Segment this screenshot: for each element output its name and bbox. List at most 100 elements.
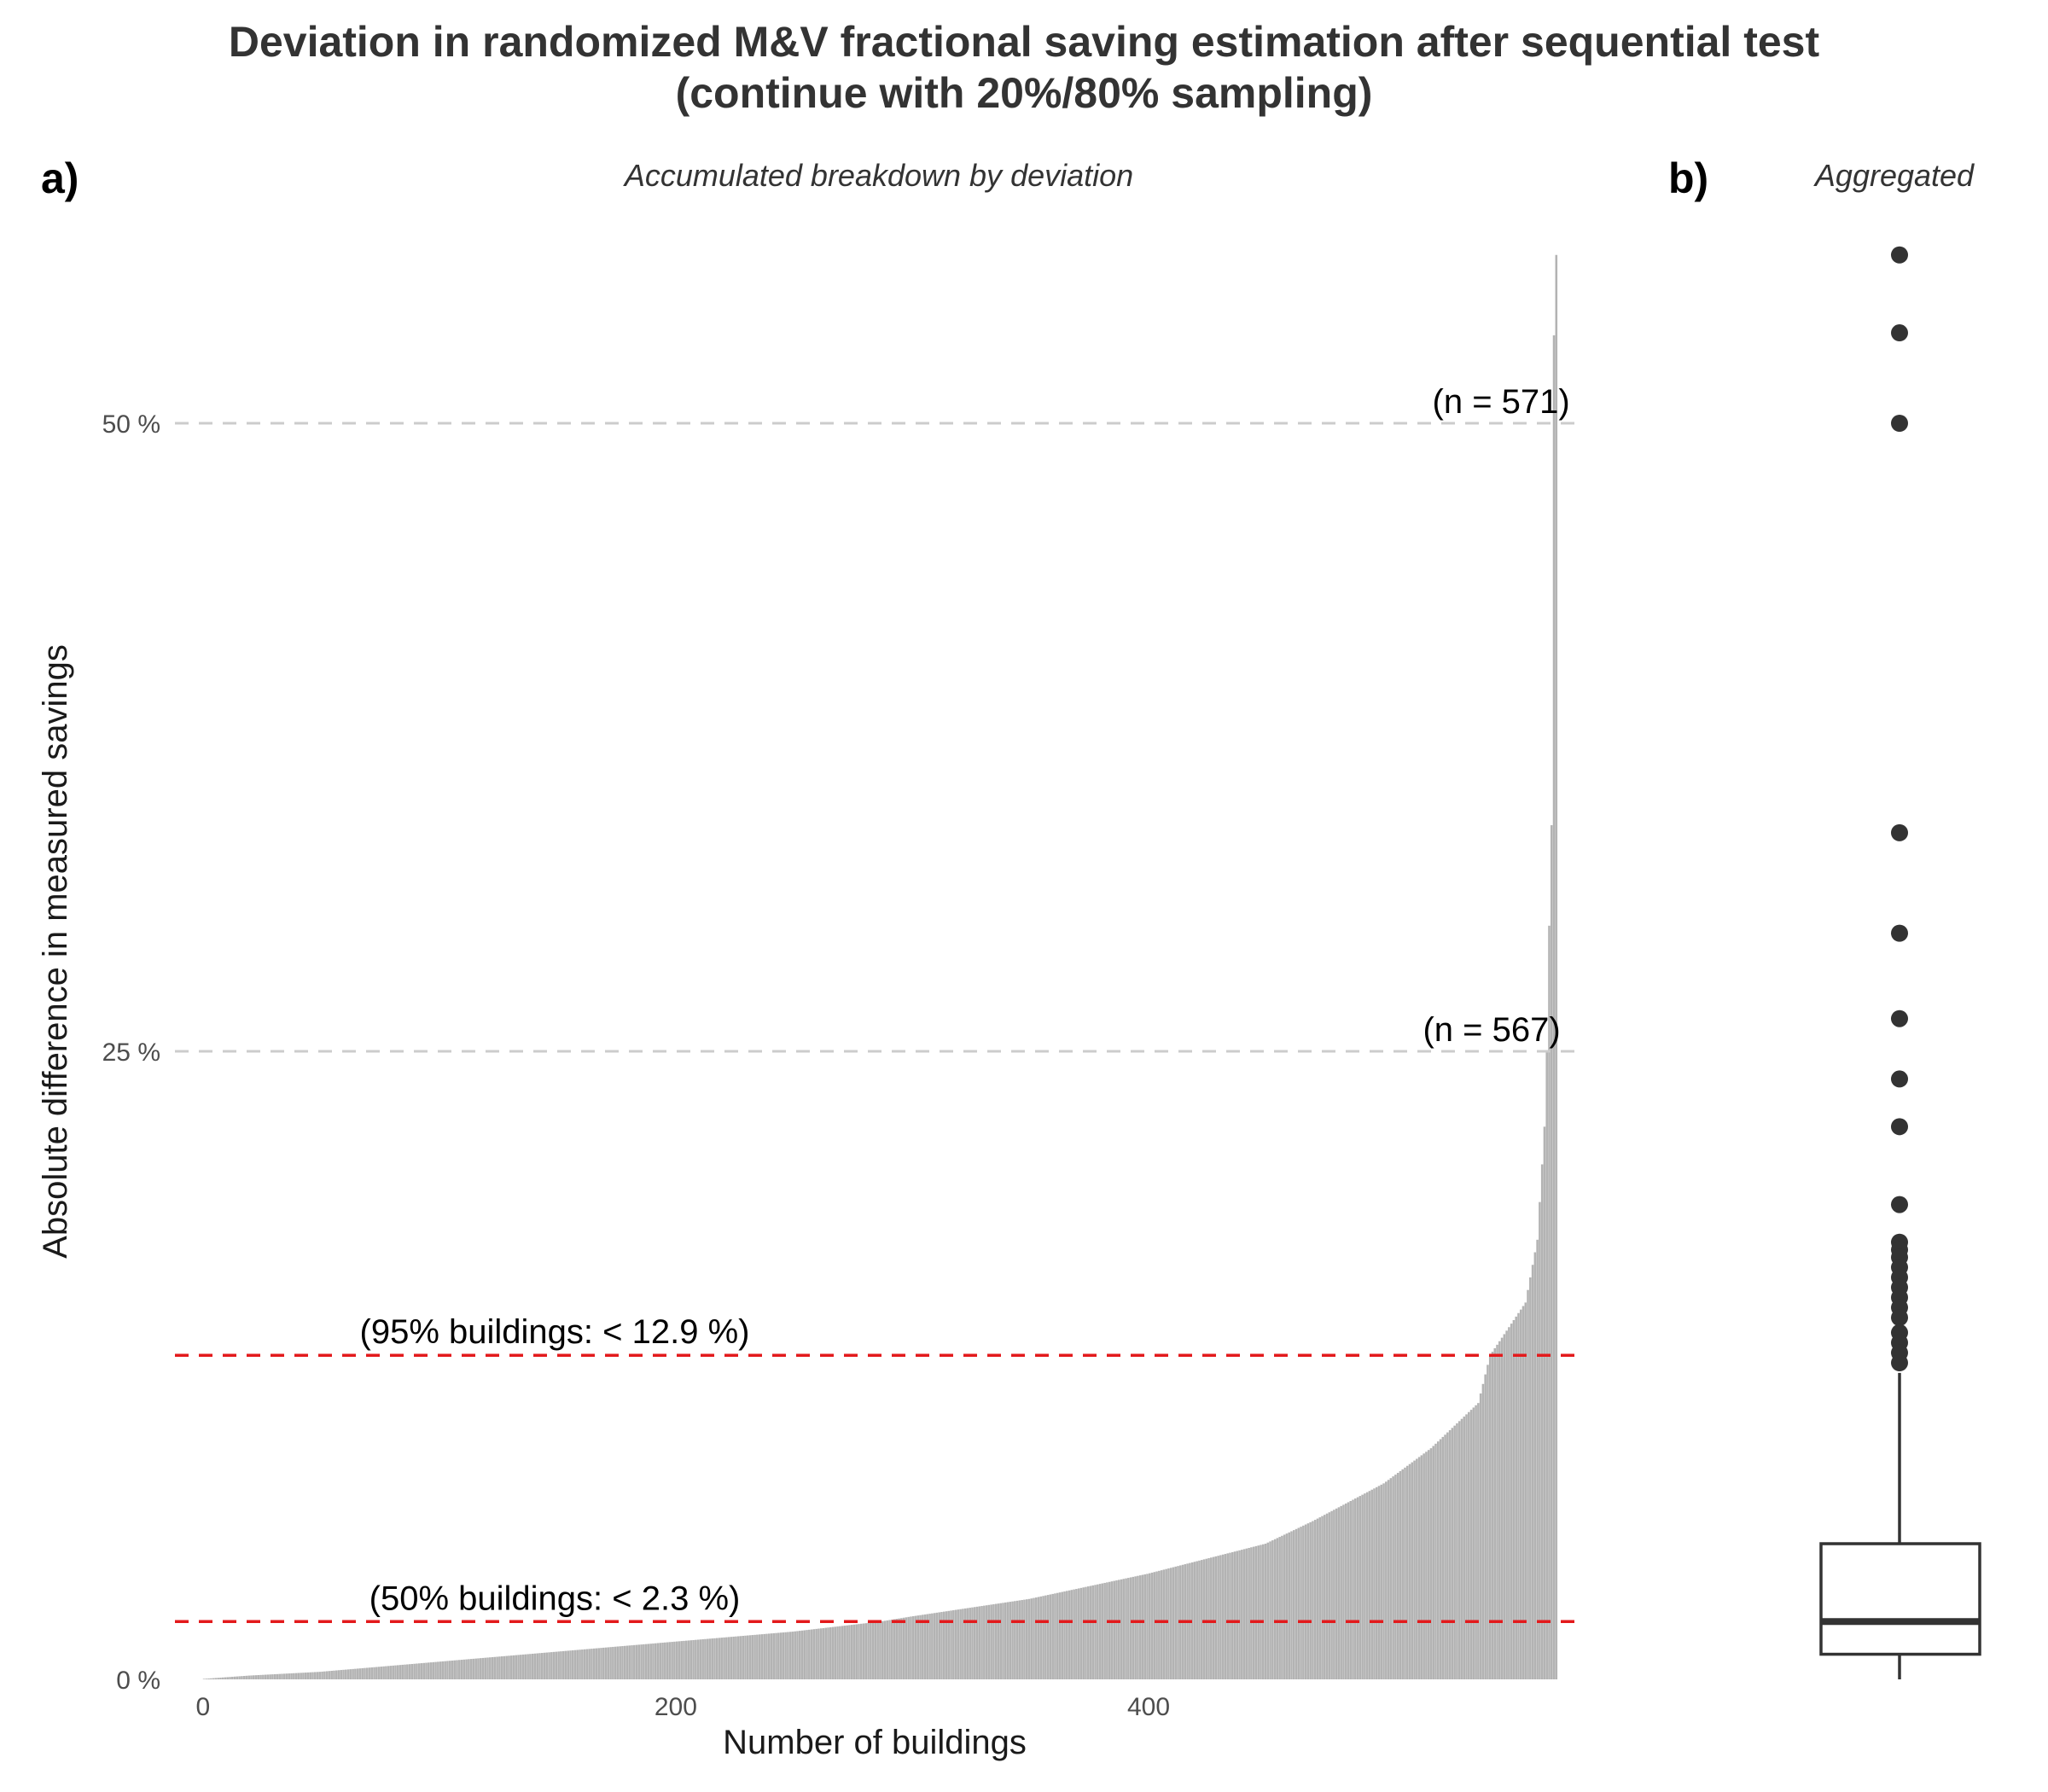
bar-building-140 <box>531 1653 534 1679</box>
bar-building-184 <box>635 1644 638 1679</box>
bar-building-131 <box>509 1655 513 1679</box>
bar-building-463 <box>1295 1528 1298 1679</box>
bar-building-445 <box>1252 1546 1255 1679</box>
bar-building-98 <box>432 1661 435 1679</box>
bar-building-438 <box>1236 1551 1239 1679</box>
bar-building-432 <box>1221 1554 1225 1679</box>
bar-building-193 <box>656 1643 660 1679</box>
bar-building-401 <box>1149 1573 1151 1679</box>
bar-building-251 <box>794 1631 796 1679</box>
bar-building-494 <box>1368 1491 1371 1679</box>
bar-building-475 <box>1324 1515 1326 1679</box>
bar-building-81 <box>392 1665 394 1679</box>
bar-building-437 <box>1233 1551 1236 1679</box>
bar-building-127 <box>500 1656 503 1679</box>
outlier-point-0 <box>1891 246 1908 264</box>
bar-building-381 <box>1101 1583 1104 1679</box>
bar-building-440 <box>1241 1550 1243 1679</box>
bar-building-283 <box>870 1622 872 1679</box>
bar-building-322 <box>962 1609 964 1679</box>
bar-building-519 <box>1427 1450 1430 1679</box>
bar-building-446 <box>1254 1545 1258 1679</box>
bar-building-102 <box>441 1661 445 1679</box>
bar-building-52 <box>323 1671 326 1679</box>
bar-building-79 <box>387 1666 390 1679</box>
bar-building-333 <box>987 1604 991 1679</box>
bar-building-261 <box>817 1628 820 1679</box>
boxplot-layer <box>1819 246 1981 1679</box>
outlier-point-4 <box>1891 924 1908 942</box>
bar-building-19 <box>245 1675 248 1679</box>
bar-building-457 <box>1281 1535 1283 1679</box>
bar-building-489 <box>1356 1497 1359 1679</box>
bar-building-138 <box>527 1654 529 1679</box>
bar-building-33 <box>278 1673 282 1679</box>
bar-building-379 <box>1097 1584 1099 1679</box>
bar-building-212 <box>701 1639 704 1679</box>
bar-building-42 <box>300 1673 302 1679</box>
bar-building-354 <box>1037 1597 1040 1679</box>
bar-building-186 <box>640 1644 643 1679</box>
y-tick-label: 0 % <box>116 1667 160 1695</box>
bar-building-157 <box>572 1649 574 1679</box>
bar-building-505 <box>1394 1475 1397 1679</box>
bar-building-310 <box>933 1613 936 1679</box>
bar-building-515 <box>1417 1457 1421 1679</box>
bar-building-240 <box>767 1633 771 1679</box>
bar-building-480 <box>1335 1508 1338 1679</box>
bar-building-253 <box>798 1631 801 1679</box>
count-annotation-1: (n = 567) <box>1423 1011 1560 1049</box>
panel-a-subtitle: Accumulated breakdown by deviation <box>624 158 1134 193</box>
bar-building-281 <box>864 1623 868 1679</box>
bar-building-164 <box>588 1649 591 1679</box>
bar-building-191 <box>652 1643 655 1679</box>
bar-building-31 <box>273 1673 276 1679</box>
bar-building-6 <box>214 1678 218 1679</box>
bar-building-43 <box>302 1673 305 1679</box>
bar-building-355 <box>1039 1596 1043 1679</box>
bar-building-65 <box>354 1668 357 1679</box>
bar-building-156 <box>569 1650 572 1679</box>
bar-building-101 <box>439 1661 442 1679</box>
bar-building-558 <box>1519 1309 1522 1679</box>
bar-building-61 <box>345 1669 347 1679</box>
bar-building-231 <box>747 1635 749 1679</box>
bar-building-180 <box>625 1645 629 1679</box>
bar-building-18 <box>242 1675 246 1679</box>
bar-building-419 <box>1190 1562 1194 1679</box>
bar-building-200 <box>673 1641 676 1679</box>
bar-building-239 <box>765 1633 768 1679</box>
bar-building-279 <box>860 1623 863 1679</box>
bar-building-89 <box>410 1663 414 1679</box>
bar-building-344 <box>1014 1601 1016 1679</box>
bar-building-194 <box>659 1643 662 1679</box>
bar-building-84 <box>399 1665 402 1679</box>
bar-building-9 <box>221 1677 224 1679</box>
bar-building-59 <box>340 1670 343 1679</box>
bar-building-108 <box>456 1660 458 1679</box>
bar-building-542 <box>1481 1383 1485 1679</box>
bar-building-241 <box>770 1633 773 1679</box>
outlier-point-1 <box>1891 324 1908 342</box>
bar-building-8 <box>219 1678 222 1679</box>
bar-building-369 <box>1073 1589 1075 1679</box>
bar-building-202 <box>678 1641 681 1679</box>
bar-building-452 <box>1269 1541 1271 1679</box>
bar-building-159 <box>576 1649 579 1679</box>
bar-building-517 <box>1423 1453 1425 1679</box>
bar-building-86 <box>404 1664 406 1679</box>
bar-building-477 <box>1328 1512 1331 1679</box>
bar-building-370 <box>1075 1589 1078 1679</box>
bar-building-110 <box>460 1660 463 1679</box>
bar-building-537 <box>1469 1410 1473 1679</box>
bar-building-362 <box>1056 1592 1059 1679</box>
bar-building-532 <box>1457 1421 1461 1679</box>
bar-building-374 <box>1085 1586 1087 1679</box>
bar-building-530 <box>1453 1425 1456 1679</box>
bar-building-367 <box>1068 1590 1071 1679</box>
bar-building-533 <box>1460 1418 1463 1679</box>
bar-building-548 <box>1496 1344 1498 1679</box>
bar-building-192 <box>654 1643 657 1679</box>
bar-building-502 <box>1387 1480 1390 1679</box>
bar-building-552 <box>1505 1330 1508 1679</box>
